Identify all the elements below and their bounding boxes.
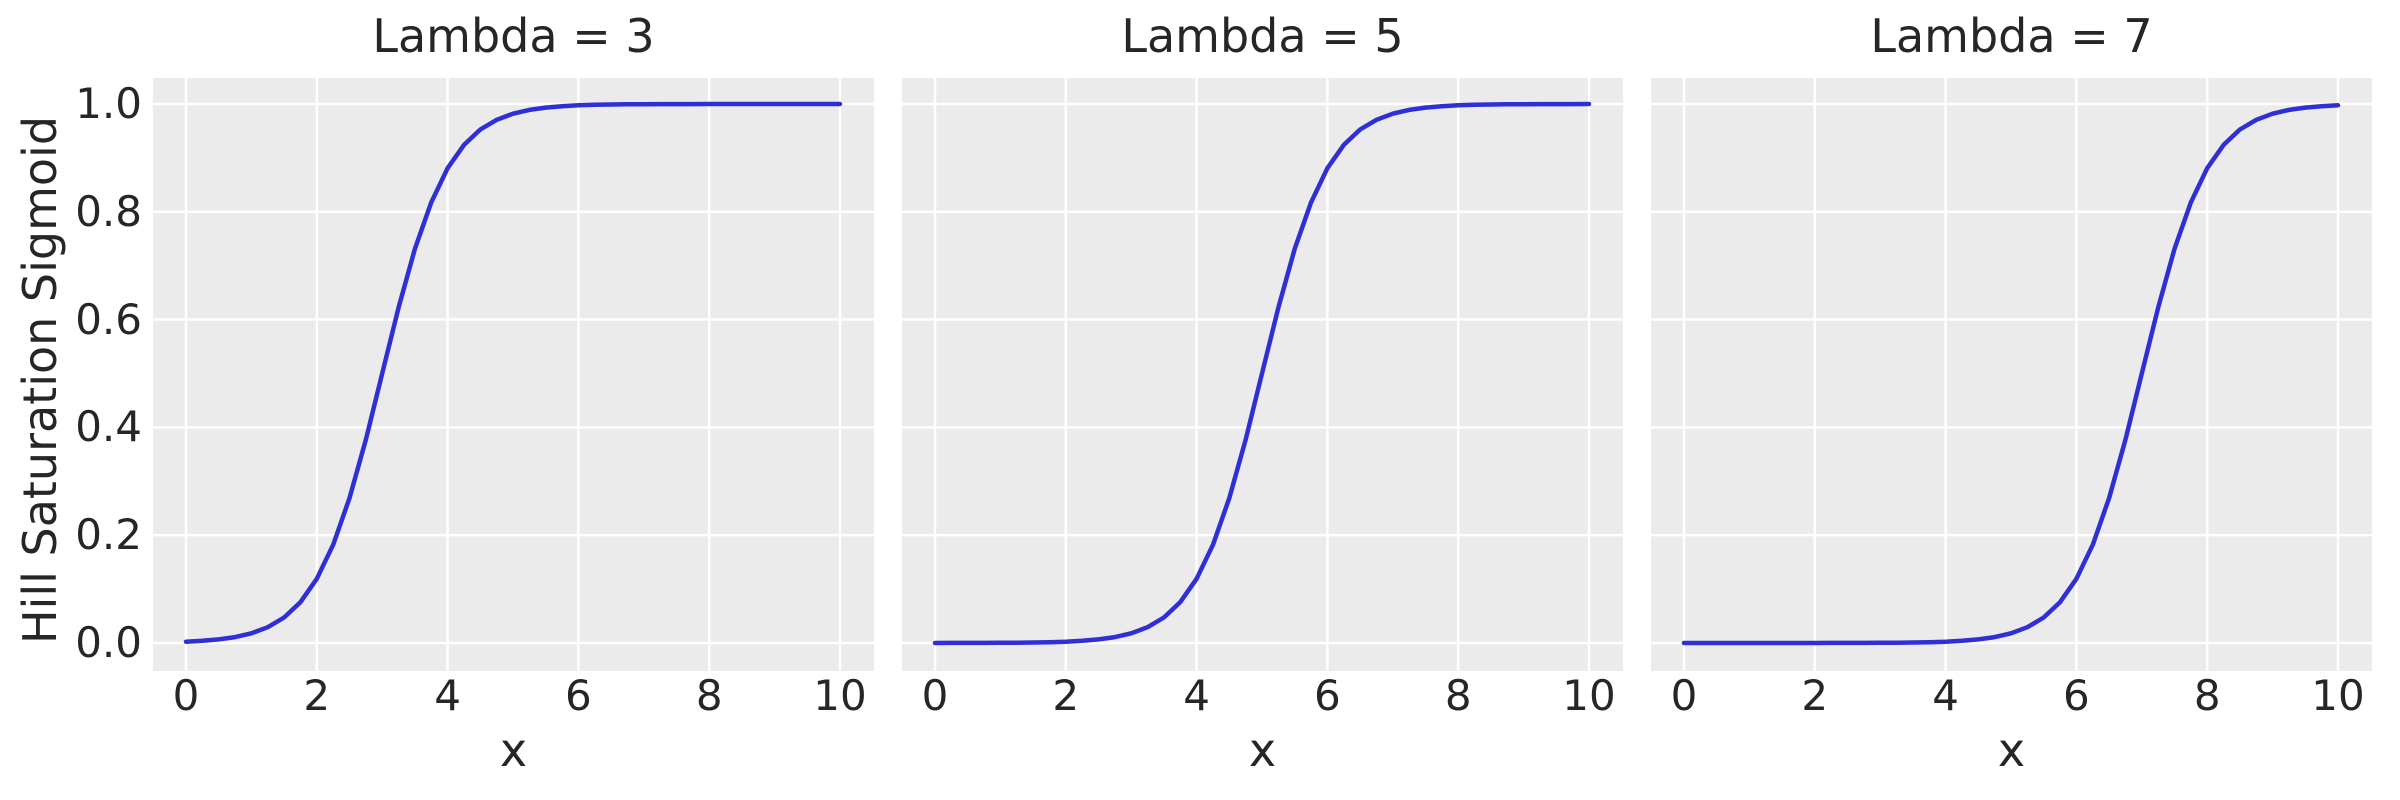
sigmoid-curve: [1681, 103, 2341, 646]
y-axis-label: Hill Saturation Sigmoid: [13, 115, 67, 645]
x-tick-label: 0: [921, 671, 949, 720]
panel-lambda-7: Lambda = 7 x 0 2 4 6 8 10: [1651, 0, 2372, 800]
sigmoid-curve: [183, 101, 843, 644]
sigmoid-curve: [932, 101, 1592, 646]
x-tick-label: 4: [434, 671, 461, 720]
x-tick-label: 10: [1562, 671, 1616, 720]
y-tick-label: 0.4: [75, 402, 142, 452]
x-tick-label: 0: [172, 671, 200, 720]
x-tick-label: 10: [813, 671, 867, 720]
x-axis-label: x: [1248, 723, 1277, 777]
panel-title: Lambda = 7: [1870, 9, 2153, 63]
panel-lambda-3: Lambda = 3 x 0 2 4 6 8 10: [153, 0, 874, 800]
x-axis-label: x: [499, 723, 528, 777]
x-axis-label: x: [1997, 723, 2026, 777]
x-tick-label: 4: [1183, 671, 1210, 720]
curve-svg: [153, 78, 874, 671]
x-tick-label: 4: [1932, 671, 1959, 720]
y-tick-label: 0.6: [75, 294, 142, 344]
plot-area: [1651, 78, 2372, 671]
panel-lambda-5: Lambda = 5 x 0 2 4 6 8 10: [902, 0, 1623, 800]
x-tick-label: 8: [695, 671, 723, 720]
curve-svg: [1651, 78, 2372, 671]
x-tick-label: 8: [2193, 671, 2221, 720]
plot-area: [902, 78, 1623, 671]
x-tick-label: 6: [1314, 671, 1341, 720]
panel-title: Lambda = 3: [372, 9, 655, 63]
y-tick-label: 1.0: [75, 79, 142, 128]
x-tick-label: 2: [303, 671, 331, 720]
y-tick-label: 0.0: [75, 618, 142, 667]
y-tick-label: 0.2: [75, 510, 142, 560]
x-tick-label: 6: [2063, 671, 2090, 720]
x-tick-label: 10: [2311, 671, 2365, 720]
x-tick-label: 6: [565, 671, 592, 720]
y-tick-label: 0.8: [75, 186, 142, 236]
x-tick-label: 8: [1444, 671, 1472, 720]
plot-area: [153, 78, 874, 671]
x-tick-label: 0: [1670, 671, 1698, 720]
x-tick-label: 2: [1052, 671, 1080, 720]
panel-title: Lambda = 5: [1121, 9, 1404, 63]
x-tick-label: 2: [1801, 671, 1829, 720]
curve-svg: [902, 78, 1623, 671]
